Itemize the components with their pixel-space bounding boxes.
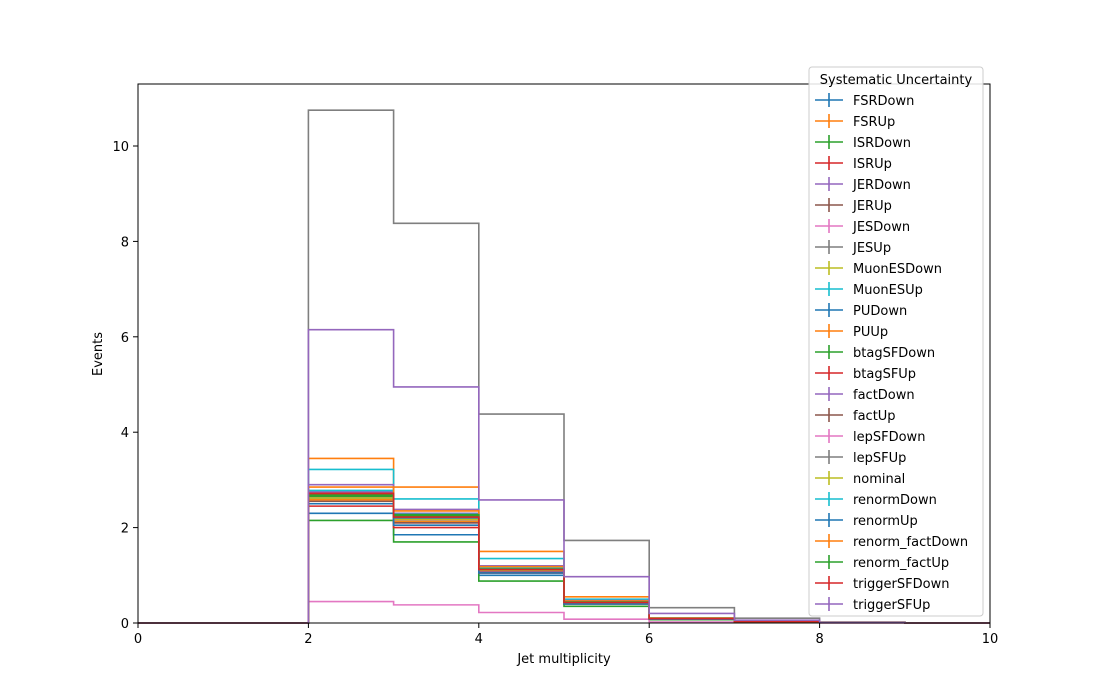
- legend-item-nominal: nominal: [815, 471, 905, 487]
- y-tick-label: 6: [121, 331, 129, 346]
- legend-item-lepSFDown: lepSFDown: [815, 429, 925, 445]
- legend-label: PUUp: [853, 325, 888, 340]
- legend-label: factUp: [853, 409, 896, 424]
- legend-item-FSRDown: FSRDown: [815, 93, 914, 109]
- legend-title: Systematic Uncertainty: [820, 73, 973, 88]
- legend-label: nominal: [853, 472, 905, 487]
- legend-label: MuonESDown: [853, 262, 942, 277]
- legend-label: ISRUp: [853, 157, 892, 172]
- legend-item-renorm_factUp: renorm_factUp: [815, 555, 949, 571]
- legend-label: FSRUp: [853, 115, 895, 130]
- legend-item-FSRUp: FSRUp: [815, 114, 895, 130]
- x-tick-label: 6: [645, 632, 653, 647]
- x-tick-label: 8: [815, 632, 823, 647]
- legend-item-factUp: factUp: [815, 408, 896, 424]
- y-tick-label: 0: [121, 617, 129, 632]
- legend-item-btagSFUp: btagSFUp: [815, 366, 916, 382]
- legend-item-ISRDown: ISRDown: [815, 135, 911, 151]
- legend-item-renormDown: renormDown: [815, 492, 937, 508]
- legend-label: JERDown: [852, 178, 911, 193]
- x-axis-ticks: 0 2 4 6 8 10: [134, 623, 998, 647]
- legend-item-JESUp: JESUp: [815, 240, 891, 256]
- legend-item-renormUp: renormUp: [815, 513, 918, 529]
- x-tick-label: 2: [304, 632, 312, 647]
- legend-item-triggerSFUp: triggerSFUp: [815, 597, 930, 613]
- legend-item-triggerSFDown: triggerSFDown: [815, 576, 949, 592]
- legend-label: renorm_factUp: [853, 556, 949, 571]
- legend-item-ISRUp: ISRUp: [815, 156, 892, 172]
- legend-item-renorm_factDown: renorm_factDown: [815, 534, 968, 550]
- x-tick-label: 4: [475, 632, 483, 647]
- legend-item-PUDown: PUDown: [815, 303, 907, 319]
- legend-label: triggerSFDown: [853, 577, 949, 592]
- legend-label: renormUp: [853, 514, 918, 529]
- legend-item-MuonESUp: MuonESUp: [815, 282, 923, 298]
- legend-items: FSRDown FSRUp ISRDown ISRUp JERDown JERUp JESD…: [815, 93, 968, 613]
- legend-label: JERUp: [852, 199, 892, 214]
- legend-box: [808, 66, 984, 617]
- x-tick-label: 10: [982, 632, 999, 647]
- y-tick-label: 8: [121, 235, 129, 250]
- legend-item-MuonESDown: MuonESDown: [815, 261, 942, 277]
- legend: Systematic Uncertainty FSRDown FSRUp ISRDo…: [808, 66, 984, 617]
- legend-item-btagSFDown: btagSFDown: [815, 345, 935, 361]
- legend-item-JERUp: JERUp: [815, 198, 892, 214]
- legend-item-lepSFUp: lepSFUp: [815, 450, 906, 466]
- plot-area-frame: [137, 83, 991, 624]
- legend-item-JERDown: JERDown: [815, 177, 911, 193]
- legend-label: PUDown: [853, 304, 907, 319]
- x-tick-label: 0: [134, 632, 142, 647]
- legend-item-factDown: factDown: [815, 387, 915, 403]
- y-tick-label: 10: [112, 140, 129, 155]
- legend-label: MuonESUp: [853, 283, 923, 298]
- legend-label: btagSFUp: [853, 367, 916, 382]
- x-axis-label: Jet multiplicity: [516, 652, 611, 667]
- legend-label: JESDown: [852, 220, 910, 235]
- legend-label: lepSFUp: [853, 451, 906, 466]
- legend-label: JESUp: [852, 241, 891, 256]
- y-tick-label: 2: [121, 522, 129, 537]
- legend-label: triggerSFUp: [853, 598, 930, 613]
- legend-label: ISRDown: [853, 136, 911, 151]
- legend-label: renormDown: [853, 493, 937, 508]
- y-tick-label: 4: [121, 426, 129, 441]
- legend-label: factDown: [853, 388, 915, 403]
- legend-label: FSRDown: [853, 94, 914, 109]
- y-axis-label: Events: [91, 332, 106, 376]
- legend-label: renorm_factDown: [853, 535, 968, 550]
- legend-label: btagSFDown: [853, 346, 935, 361]
- y-axis-ticks: 0 2 4 6 8 10: [112, 140, 138, 632]
- legend-item-JESDown: JESDown: [815, 219, 910, 235]
- legend-item-PUUp: PUUp: [815, 324, 888, 340]
- legend-label: lepSFDown: [853, 430, 925, 445]
